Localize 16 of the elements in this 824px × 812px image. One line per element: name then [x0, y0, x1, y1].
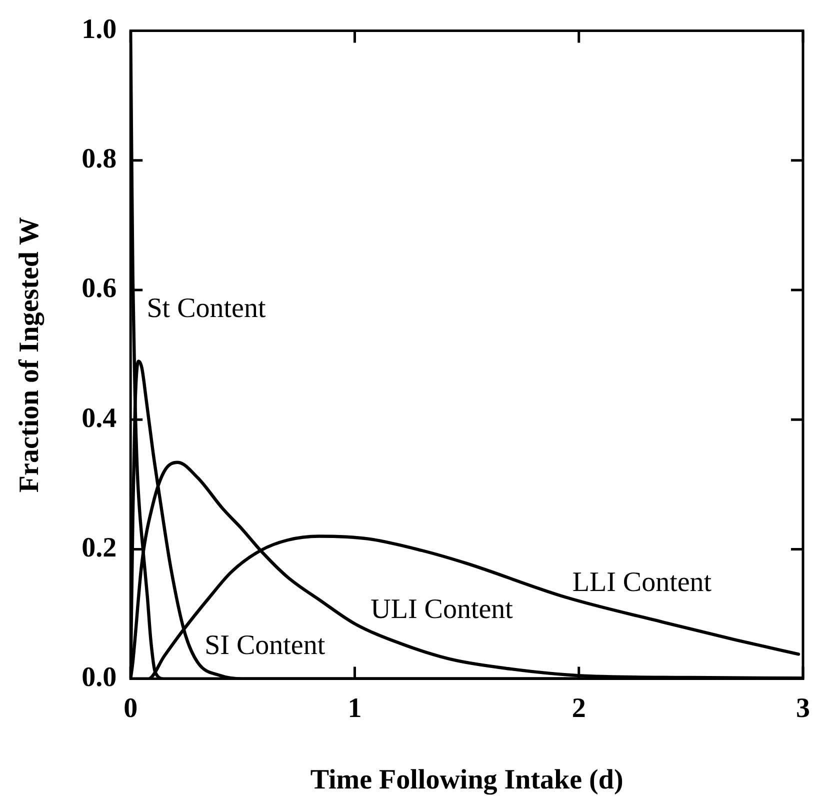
y-tick-label: 0.0	[82, 662, 117, 694]
y-tick-label: 0.8	[82, 144, 117, 175]
y-tick-label: 0.6	[82, 273, 117, 304]
x-tick-label: 3	[796, 692, 810, 724]
y-axis-title: Fraction of Ingested W	[14, 217, 46, 493]
annotation: St Content	[146, 292, 266, 324]
y-tick-label: 0.2	[82, 532, 117, 564]
y-tick-label: 1.0	[82, 14, 117, 46]
x-tick-label: 0	[124, 692, 138, 724]
annotation: SI Content	[204, 630, 326, 661]
x-tick-label: 1	[348, 692, 362, 724]
x-axis-title: Time Following Intake (d)	[310, 764, 624, 796]
annotation: ULI Content	[370, 594, 514, 626]
annotation: LLI Content	[572, 566, 712, 598]
y-tick-label: 0.4	[82, 402, 117, 434]
x-tick-label: 2	[572, 692, 586, 724]
